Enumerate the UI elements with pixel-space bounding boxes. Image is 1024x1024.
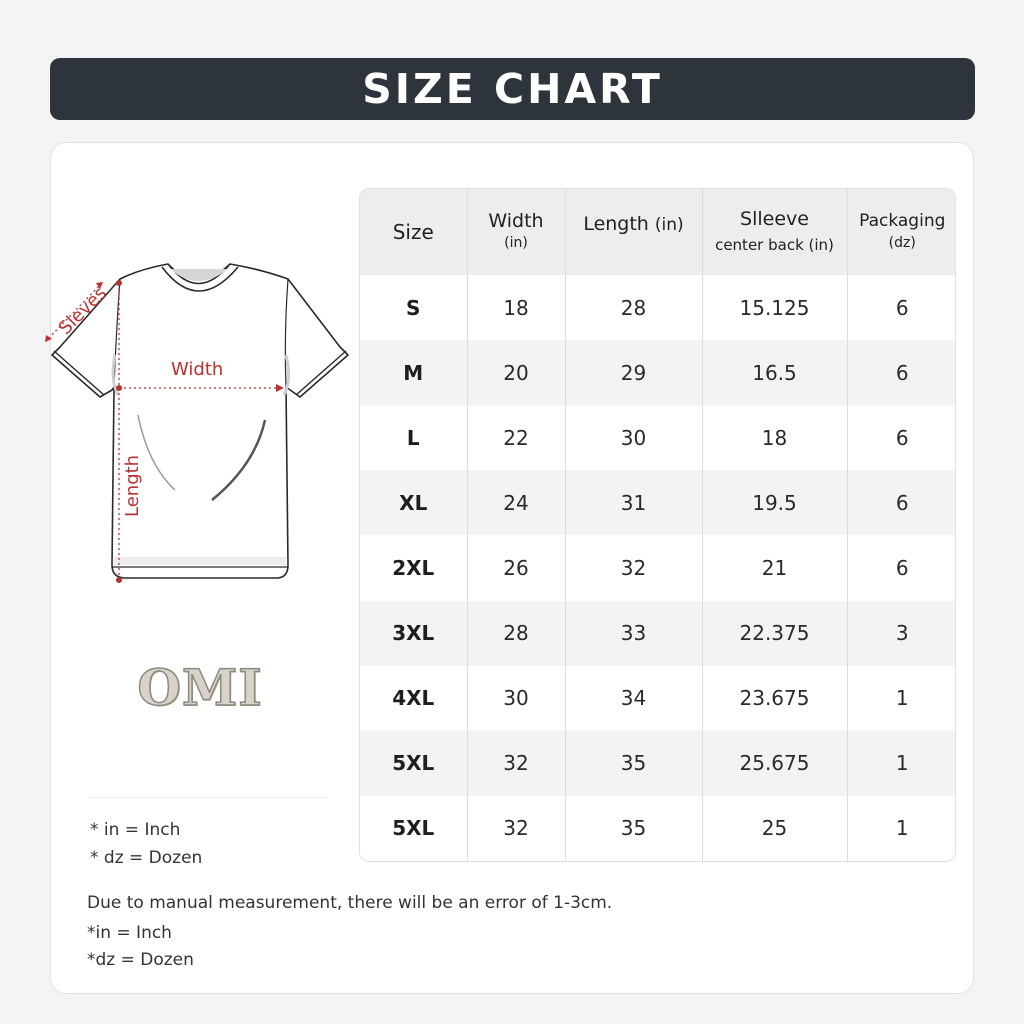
cell-sleeve: 25.675 xyxy=(702,730,848,796)
measurement-disclaimer: Due to manual measurement, there will be… xyxy=(87,893,613,913)
cell-sleeve: 16.5 xyxy=(702,340,848,406)
cell-sleeve: 23.675 xyxy=(702,665,848,731)
cell-width: 20 xyxy=(467,340,566,406)
cell-packaging: 3 xyxy=(895,621,909,646)
cell-width: 32 xyxy=(467,795,566,861)
table-row: 4XL 30 34 23.675 1 xyxy=(360,665,955,731)
width-label: Width xyxy=(171,359,223,380)
cell-length: 34 xyxy=(565,665,703,731)
cell-width: 26 xyxy=(467,535,566,601)
table-row: L 22 30 18 6 xyxy=(360,405,955,471)
cell-size: XL xyxy=(360,470,468,536)
cell-packaging: 1 xyxy=(895,686,909,711)
footer-notes: Due to manual measurement, there will be… xyxy=(87,890,612,974)
cell-packaging: 6 xyxy=(895,295,909,320)
cell-length: 33 xyxy=(565,600,703,666)
footer-note-dozen: *dz = Dozen xyxy=(87,950,194,970)
tshirt-outline-icon xyxy=(51,263,349,579)
cell-sleeve: 22.375 xyxy=(702,600,848,666)
cell-packaging: 6 xyxy=(895,490,909,515)
table-row: S 18 28 15.125 6 xyxy=(360,275,955,341)
table-row: 5XL 32 35 25 1 xyxy=(360,795,955,861)
cell-length: 28 xyxy=(565,275,703,341)
cell-sleeve: 21 xyxy=(702,535,848,601)
size-table: Size Width (in) Length (in) Slleeve cent… xyxy=(359,188,956,862)
cell-width: 30 xyxy=(467,665,566,731)
table-row: 2XL 26 32 21 6 xyxy=(360,535,955,601)
header-sleeve: Slleeve center back (in) xyxy=(702,189,848,275)
table-row: M 20 29 16.5 6 xyxy=(360,340,955,406)
header-size: Size xyxy=(360,189,468,275)
measurement-lines xyxy=(45,282,282,580)
cell-sleeve: 15.125 xyxy=(702,275,848,341)
footer-note-inch: *in = Inch xyxy=(87,923,172,943)
cell-packaging: 6 xyxy=(895,425,909,450)
cell-width: 32 xyxy=(467,730,566,796)
header-packaging: Packaging (dz) xyxy=(859,211,946,251)
page-title: SIZE CHART xyxy=(362,65,663,113)
table-row: 5XL 32 35 25.675 1 xyxy=(360,730,955,796)
tshirt-diagram: Sleves Width Length xyxy=(45,263,349,583)
divider xyxy=(88,797,328,798)
note-dozen: * dz = Dozen xyxy=(90,848,203,868)
measurement-arrows-icon xyxy=(45,280,284,583)
cell-size: 5XL xyxy=(360,730,468,796)
cell-size: S xyxy=(360,275,468,341)
table-header-row: Size Width (in) Length (in) Slleeve cent… xyxy=(360,189,955,275)
table-row: XL 24 31 19.5 6 xyxy=(360,470,955,536)
cell-size: 5XL xyxy=(360,795,468,861)
header-length: Length (in) xyxy=(565,189,703,275)
cell-length: 32 xyxy=(565,535,703,601)
cell-width: 18 xyxy=(467,275,566,341)
cell-width: 28 xyxy=(467,600,566,666)
cell-size: 2XL xyxy=(360,535,468,601)
table-row: 3XL 28 33 22.375 3 xyxy=(360,600,955,666)
cell-length: 35 xyxy=(565,795,703,861)
cell-width: 22 xyxy=(467,405,566,471)
cell-size: L xyxy=(360,405,468,471)
cell-packaging: 1 xyxy=(895,816,909,841)
cell-width: 24 xyxy=(467,470,566,536)
cell-size: M xyxy=(360,340,468,406)
brand-logo: OMI xyxy=(137,657,263,718)
cell-sleeve: 19.5 xyxy=(702,470,848,536)
cell-length: 29 xyxy=(565,340,703,406)
length-label: Length xyxy=(122,455,143,517)
cell-packaging: 6 xyxy=(895,360,909,385)
cell-sleeve: 25 xyxy=(702,795,848,861)
cell-length: 31 xyxy=(565,470,703,536)
unit-notes: * in = Inch * dz = Dozen xyxy=(90,816,202,872)
cell-size: 4XL xyxy=(360,665,468,731)
cell-size: 3XL xyxy=(360,600,468,666)
header-width: Width (in) xyxy=(467,189,566,275)
cell-length: 35 xyxy=(565,730,703,796)
cell-packaging: 6 xyxy=(895,555,909,580)
cell-length: 30 xyxy=(565,405,703,471)
note-inch: * in = Inch xyxy=(90,820,181,840)
title-banner: SIZE CHART xyxy=(50,58,975,120)
cell-packaging: 1 xyxy=(895,751,909,776)
cell-sleeve: 18 xyxy=(702,405,848,471)
